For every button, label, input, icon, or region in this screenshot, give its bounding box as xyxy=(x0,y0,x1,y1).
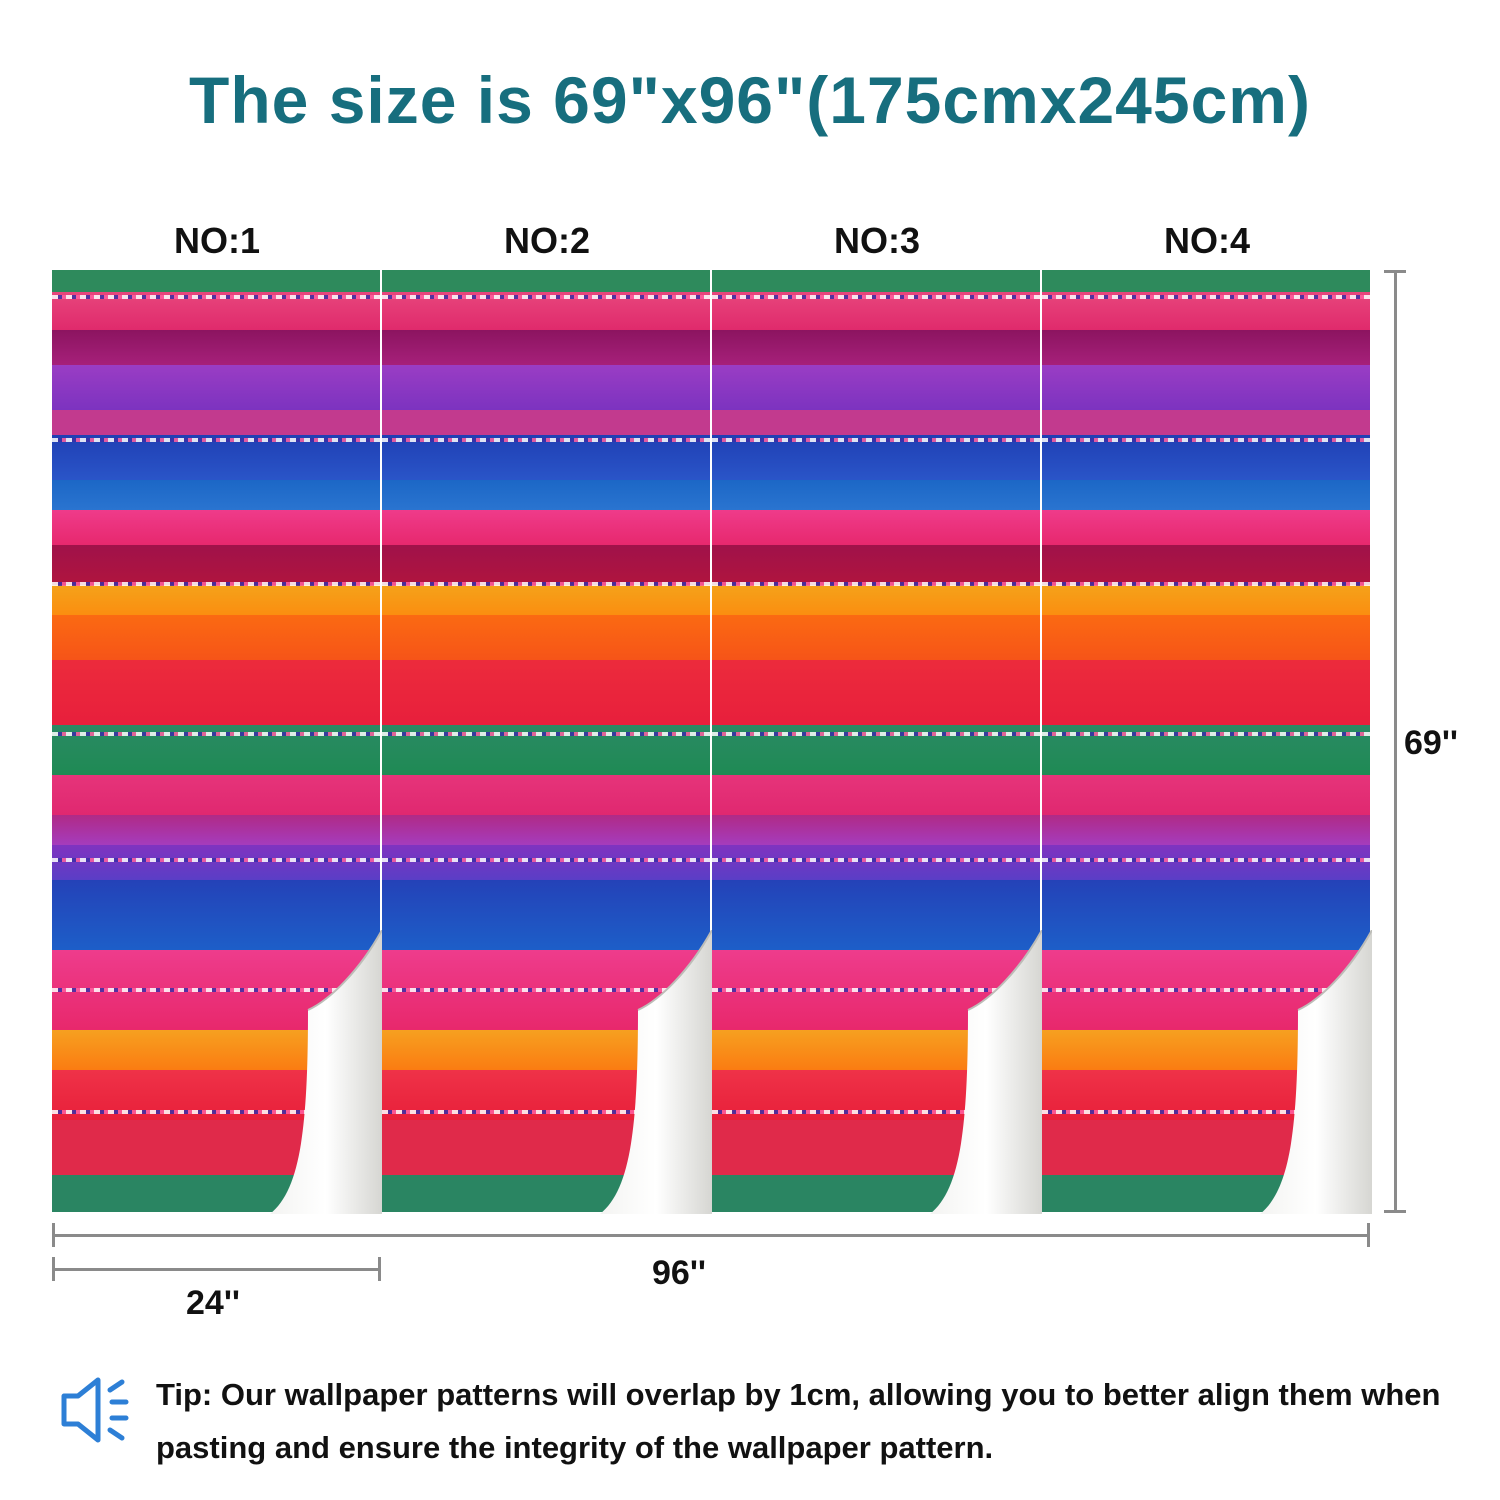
stitch-line xyxy=(712,438,1040,442)
wallpaper-panel-3 xyxy=(712,270,1040,1212)
panel-width-label: 24'' xyxy=(186,1284,240,1322)
wallpaper-panel-2 xyxy=(382,270,710,1212)
panel-width-cap-left xyxy=(52,1257,55,1281)
stitch-line xyxy=(52,858,380,862)
stitch-line xyxy=(1042,295,1370,299)
stitch-line xyxy=(52,732,380,736)
stitch-line xyxy=(1042,438,1370,442)
panel-width-cap-right xyxy=(378,1257,381,1281)
total-width-dimension-line xyxy=(52,1234,1370,1237)
panel-seam xyxy=(1041,270,1042,1212)
height-dimension-cap-bottom xyxy=(1384,1210,1406,1213)
stitch-line xyxy=(52,438,380,442)
height-dimension-cap-top xyxy=(1384,270,1406,273)
tip-text: Tip: Our wallpaper patterns will overlap… xyxy=(156,1377,1441,1465)
stitch-line xyxy=(1042,1110,1370,1114)
height-dimension-line xyxy=(1394,272,1397,1212)
panel-seam xyxy=(711,270,712,1212)
stitch-line xyxy=(382,732,710,736)
panel-label-2: NO:2 xyxy=(503,220,590,261)
stitch-line xyxy=(712,582,1040,586)
stitch-line xyxy=(1042,858,1370,862)
stitch-line xyxy=(1042,582,1370,586)
stitch-line xyxy=(382,438,710,442)
total-width-cap-left xyxy=(52,1223,55,1247)
stitch-line xyxy=(712,988,1040,992)
stitch-line xyxy=(52,988,380,992)
wallpaper-panel-1 xyxy=(52,270,380,1212)
stitch-line xyxy=(52,582,380,586)
total-width-cap-right xyxy=(1367,1223,1370,1247)
stitch-line xyxy=(382,1110,710,1114)
stitch-line xyxy=(52,1110,380,1114)
stitch-line xyxy=(382,582,710,586)
stitch-line xyxy=(382,988,710,992)
panel-label-1: NO:1 xyxy=(173,220,260,261)
stitch-line xyxy=(1042,988,1370,992)
panel-label-4: NO:4 xyxy=(1163,220,1250,261)
panel-label-3: NO:3 xyxy=(833,220,920,261)
stitch-line xyxy=(712,295,1040,299)
panel-seam xyxy=(381,270,382,1212)
stitch-line xyxy=(52,295,380,299)
height-label: 69'' xyxy=(1404,724,1458,762)
panel-width-dimension-line xyxy=(52,1268,380,1271)
stitch-line xyxy=(382,295,710,299)
stitch-line xyxy=(1042,732,1370,736)
stitch-line xyxy=(712,1110,1040,1114)
stitch-line xyxy=(382,858,710,862)
page-title: The size is 69"x96"(175cmx245cm) xyxy=(189,63,1311,137)
speaker-icon xyxy=(61,1377,129,1443)
wallpaper-panel-4 xyxy=(1042,270,1370,1212)
stitch-line xyxy=(712,732,1040,736)
total-width-label: 96'' xyxy=(652,1254,706,1292)
stitch-line xyxy=(712,858,1040,862)
